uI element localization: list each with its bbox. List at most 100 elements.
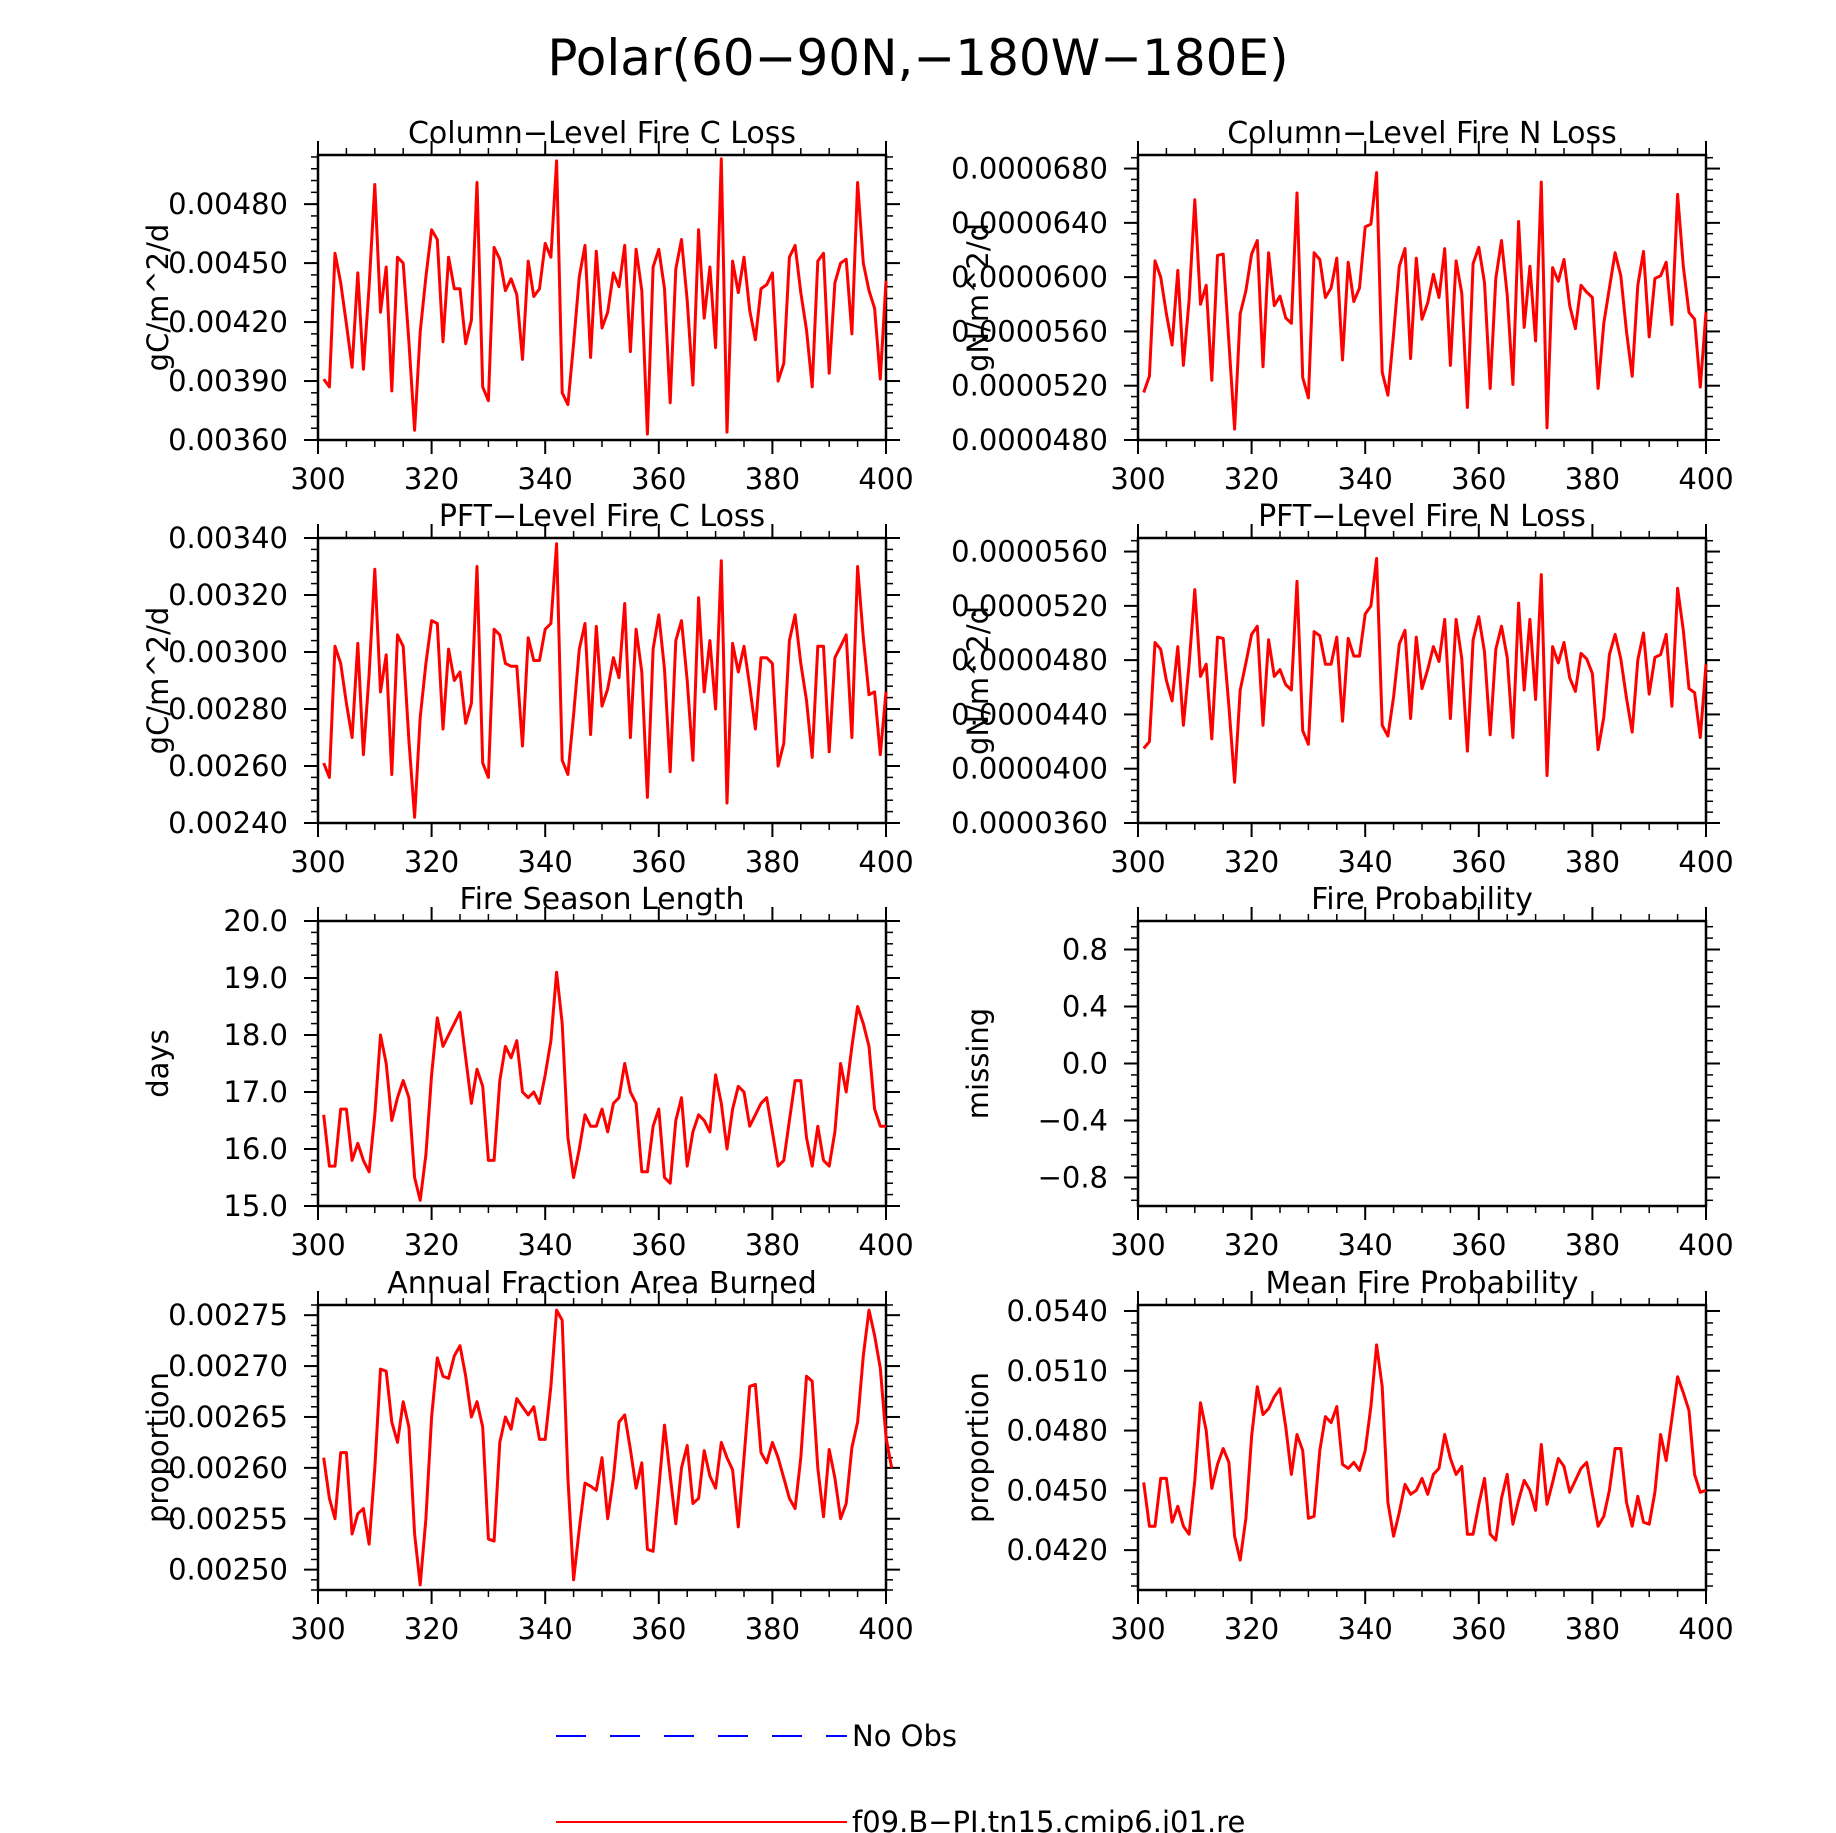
chart-title: Annual Fraction Area Burned <box>387 1266 817 1301</box>
chart-panel: Annual Fraction Area Burned proportion 300… <box>141 1266 914 1646</box>
x-tick-label: 380 <box>1565 1612 1620 1646</box>
y-tick-label: 0.00240 <box>168 806 288 840</box>
y-tick-label: 0.0420 <box>1007 1533 1108 1567</box>
x-tick-label: 340 <box>518 1228 573 1262</box>
x-tick-label: 340 <box>518 462 573 496</box>
y-tick-label: 16.0 <box>223 1132 288 1166</box>
x-tick-label: 360 <box>1451 462 1506 496</box>
x-tick-label: 340 <box>1338 1228 1393 1262</box>
y-axis-label: proportion <box>961 1372 995 1523</box>
legend-model-label: f09.B−PI.tn15.cmip6.j01.re <box>852 1805 1245 1833</box>
y-tick-label: 0.0540 <box>1007 1294 1108 1328</box>
y-tick-label: 0.0000560 <box>951 314 1108 348</box>
y-axis-label: proportion <box>141 1372 175 1523</box>
chart-panel: PFT−Level Fire N Loss gN/m^2/d 300 320 340 36… <box>951 499 1734 879</box>
x-tick-label: 340 <box>1338 845 1393 879</box>
x-tick-label: 360 <box>631 845 686 879</box>
y-tick-label: 0.0000480 <box>951 423 1108 457</box>
x-tick-label: 340 <box>1338 462 1393 496</box>
y-tick-label: 0.0000520 <box>951 369 1108 403</box>
x-tick-label: 380 <box>745 1612 800 1646</box>
y-tick-label: 0.00360 <box>168 423 288 457</box>
x-tick-label: 300 <box>1110 462 1165 496</box>
series-line <box>1142 556 1708 784</box>
x-tick-label: 320 <box>1224 1612 1279 1646</box>
plot-frame <box>1136 153 1708 442</box>
x-tick-label: 400 <box>1678 845 1733 879</box>
x-tick-label: 320 <box>1224 845 1279 879</box>
y-tick-label: 0.0510 <box>1007 1354 1108 1388</box>
x-tick-label: 340 <box>518 1612 573 1646</box>
chart-title: PFT−Level Fire N Loss <box>1258 499 1586 534</box>
x-tick-label: 400 <box>858 1612 913 1646</box>
y-tick-label: 0.0 <box>1062 1047 1108 1081</box>
y-tick-label: 18.0 <box>223 1018 288 1052</box>
x-tick-label: 300 <box>290 462 345 496</box>
chart-panel: PFT−Level Fire C Loss gC/m^2/d 300 320 340 36… <box>141 499 914 879</box>
x-tick-label: 300 <box>1110 845 1165 879</box>
x-tick-label: 400 <box>858 845 913 879</box>
y-tick-label: 0.00300 <box>168 635 288 669</box>
chart-panel: Mean Fire Probability proportion 300 320 340… <box>961 1266 1734 1646</box>
x-tick-label: 400 <box>858 1228 913 1262</box>
y-tick-label: 0.0000640 <box>951 206 1108 240</box>
plot-frame <box>1136 919 1708 1208</box>
y-tick-label: 15.0 <box>223 1189 288 1223</box>
y-tick-label: 0.4 <box>1062 990 1108 1024</box>
x-tick-label: 300 <box>290 1612 345 1646</box>
series-line <box>322 157 888 436</box>
series-line <box>322 542 888 819</box>
x-tick-label: 320 <box>404 462 459 496</box>
y-tick-label: 0.0000480 <box>951 643 1108 677</box>
y-tick-label: 0.0000560 <box>951 535 1108 569</box>
y-tick-label: 0.0000520 <box>951 589 1108 623</box>
y-axis-label: gC/m^2/d <box>141 224 175 372</box>
y-tick-label: 0.0000600 <box>951 260 1108 294</box>
legend-obs-label: No Obs <box>852 1719 957 1753</box>
figure-title: Polar(60−90N,−180W−180E) <box>547 29 1288 87</box>
chart-title: Mean Fire Probability <box>1266 1266 1579 1301</box>
chart-panel: Fire Probability missing 300 320 340 360 380 40… <box>961 882 1734 1262</box>
series-line <box>1142 1343 1707 1562</box>
y-axis-label: missing <box>961 1008 995 1119</box>
y-tick-label: 0.00265 <box>168 1400 288 1434</box>
x-tick-label: 400 <box>858 462 913 496</box>
series-line <box>1142 171 1708 431</box>
chart-title: Fire Probability <box>1311 882 1533 917</box>
plot-frame <box>316 536 888 825</box>
x-tick-label: 380 <box>745 845 800 879</box>
legend: No Obs f09.B−PI.tn15.cmip6.j01.re <box>556 1719 1245 1833</box>
x-tick-label: 400 <box>1678 1612 1733 1646</box>
x-tick-label: 320 <box>404 1228 459 1262</box>
x-tick-label: 300 <box>1110 1228 1165 1262</box>
y-axis-label: gN/m^2/d <box>961 606 995 755</box>
x-tick-label: 380 <box>1565 462 1620 496</box>
y-tick-label: 0.00420 <box>168 305 288 339</box>
y-tick-label: 0.00480 <box>168 187 288 221</box>
y-tick-label: 0.00320 <box>168 578 288 612</box>
chart-panel: Column−Level Fire C Loss gC/m^2/d 300 320 34… <box>141 116 914 496</box>
x-tick-label: 340 <box>1338 1612 1393 1646</box>
x-tick-label: 360 <box>631 1228 686 1262</box>
x-tick-label: 360 <box>1451 1228 1506 1262</box>
x-tick-label: 320 <box>404 845 459 879</box>
y-tick-label: 0.0000680 <box>951 152 1108 186</box>
x-tick-label: 320 <box>1224 1228 1279 1262</box>
y-tick-label: −0.8 <box>1038 1161 1108 1195</box>
x-tick-label: 380 <box>1565 845 1620 879</box>
x-tick-label: 360 <box>631 462 686 496</box>
x-tick-label: 380 <box>1565 1228 1620 1262</box>
y-axis-label: gC/m^2/d <box>141 607 175 755</box>
y-tick-label: 0.8 <box>1062 933 1108 967</box>
chart-panels: Column−Level Fire C Loss gC/m^2/d 300 320 34… <box>141 116 1734 1646</box>
chart-title: Fire Season Length <box>460 882 745 917</box>
x-tick-label: 300 <box>290 845 345 879</box>
x-tick-label: 340 <box>518 845 573 879</box>
y-tick-label: 0.0000400 <box>951 752 1108 786</box>
y-tick-label: 17.0 <box>223 1075 288 1109</box>
x-tick-label: 320 <box>404 1612 459 1646</box>
x-tick-label: 360 <box>1451 1612 1506 1646</box>
y-tick-label: 0.00260 <box>168 1451 288 1485</box>
y-tick-label: 0.0480 <box>1007 1414 1108 1448</box>
